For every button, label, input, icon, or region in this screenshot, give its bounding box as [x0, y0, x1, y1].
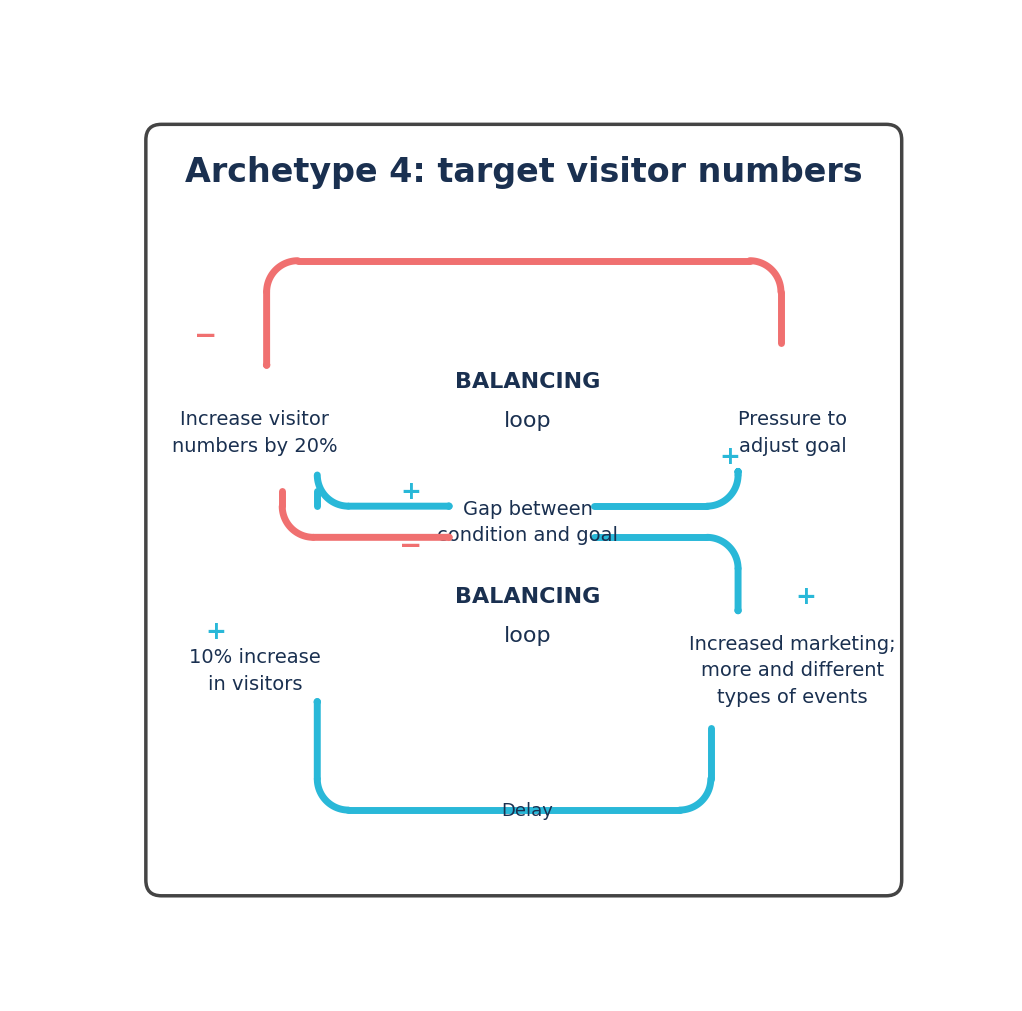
Text: −: −: [194, 321, 218, 350]
Text: Increased marketing;
more and different
types of events: Increased marketing; more and different …: [689, 634, 896, 706]
Text: Pressure to
adjust goal: Pressure to adjust goal: [738, 410, 847, 455]
FancyBboxPatch shape: [146, 125, 901, 896]
Text: +: +: [401, 479, 421, 503]
Text: loop: loop: [504, 411, 552, 431]
Text: +: +: [205, 619, 227, 643]
Text: BALANCING: BALANCING: [455, 586, 600, 607]
Text: BALANCING: BALANCING: [455, 372, 600, 392]
Text: Delay: Delay: [502, 802, 554, 819]
Text: Gap between
condition and goal: Gap between condition and goal: [437, 499, 618, 545]
Text: Archetype 4: target visitor numbers: Archetype 4: target visitor numbers: [185, 156, 863, 188]
Text: loop: loop: [504, 625, 552, 645]
Text: 10% increase
in visitors: 10% increase in visitors: [189, 647, 321, 693]
Text: +: +: [719, 444, 741, 468]
Text: −: −: [400, 532, 422, 559]
Text: Increase visitor
numbers by 20%: Increase visitor numbers by 20%: [172, 410, 337, 455]
Text: +: +: [795, 584, 817, 609]
